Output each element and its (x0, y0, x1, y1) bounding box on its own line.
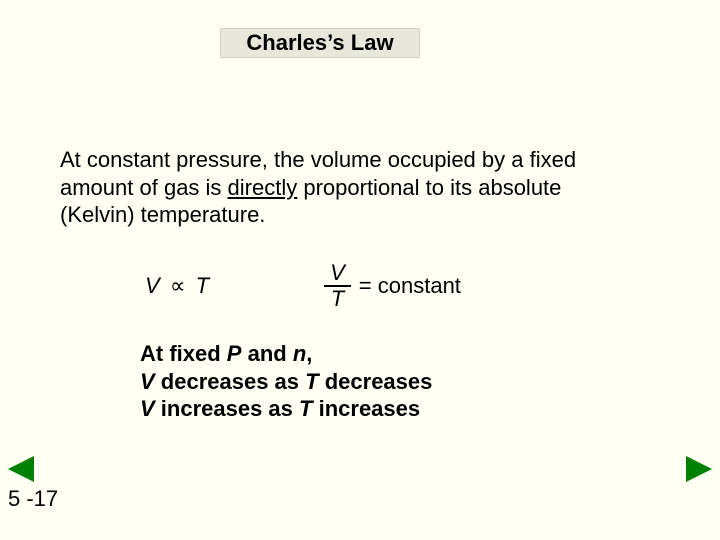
txt: and (241, 341, 292, 366)
txt: At fixed (140, 341, 227, 366)
prop-lhs: V (145, 273, 160, 298)
ratio-expression: V T = constant (324, 262, 461, 310)
txt: increases (312, 396, 420, 421)
txt: decreases as (155, 369, 305, 394)
txt: decreases (319, 369, 433, 394)
behavior-block: At fixed P and n, V decreases as T decre… (140, 340, 432, 423)
prop-rhs: T (196, 273, 209, 298)
para-emph: directly (228, 175, 298, 200)
var-n: n (293, 341, 306, 366)
txt: increases as (155, 396, 299, 421)
fraction-denominator: T (325, 287, 350, 310)
prev-arrow-icon[interactable] (8, 456, 34, 482)
var-p: P (227, 341, 242, 366)
law-statement: At constant pressure, the volume occupie… (60, 146, 600, 229)
behavior-line-1: At fixed P and n, (140, 340, 432, 368)
behavior-line-2: V decreases as T decreases (140, 368, 432, 396)
title-box: Charles’s Law (220, 28, 420, 58)
var-t: T (299, 396, 312, 421)
txt: , (306, 341, 312, 366)
slide-title: Charles’s Law (246, 30, 393, 56)
slide-number: 5 -17 (8, 486, 58, 512)
var-t: T (305, 369, 318, 394)
proportional-symbol: ∝ (166, 273, 190, 298)
fraction: V T (324, 262, 351, 310)
var-v: V (140, 369, 155, 394)
equation-row: V ∝ T V T = constant (145, 258, 565, 314)
next-arrow-icon[interactable] (686, 456, 712, 482)
proportional-expression: V ∝ T (145, 273, 209, 299)
behavior-line-3: V increases as T increases (140, 395, 432, 423)
var-v: V (140, 396, 155, 421)
fraction-numerator: V (324, 262, 351, 285)
ratio-rhs: = constant (359, 273, 461, 299)
